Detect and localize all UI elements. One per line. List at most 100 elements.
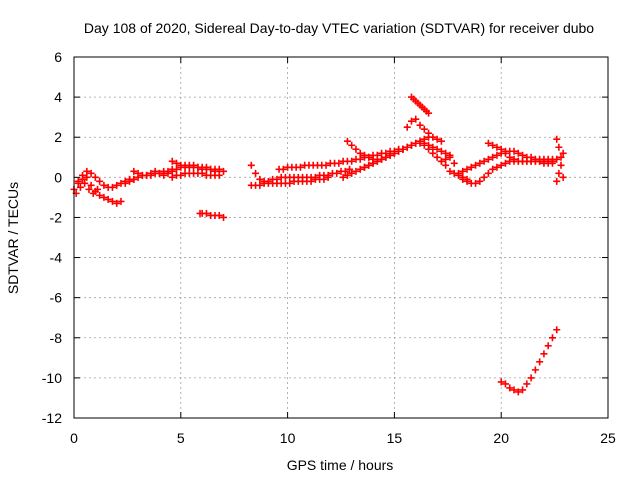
data-point [459,167,467,175]
data-point [553,177,561,185]
data-point [416,121,424,129]
data-point [369,159,377,167]
data-point [286,179,294,187]
data-point [113,199,121,207]
data-point [442,149,450,157]
data-point [407,117,415,125]
data-point [472,161,480,169]
data-point [220,167,228,175]
data-point [399,145,407,153]
data-point [501,380,509,388]
data-point [256,181,264,189]
x-tick-label: 5 [177,430,185,446]
y-tick-label: -2 [50,209,63,225]
data-point [173,159,181,167]
data-point [322,161,330,169]
data-point [74,177,82,185]
data-point [497,378,505,386]
data-point [173,165,181,173]
data-point [252,169,260,177]
data-point [425,145,433,153]
series-arc-22 [553,149,567,185]
data-point [373,151,381,159]
data-point [83,173,91,181]
data-point [352,167,360,175]
data-point [497,161,505,169]
tick-layer: 0 5 10 15 20 25 -12 -10 -8 -6 -4 -2 0 2 4 6 [42,49,616,446]
data-point [555,143,563,151]
data-point [356,149,364,157]
data-point [536,358,544,366]
x-tick-label: 0 [70,430,78,446]
data-point [108,183,116,191]
data-point [506,384,514,392]
data-point [437,137,445,145]
data-point [540,350,548,358]
data-point [484,169,492,177]
series-arc-7 [168,169,223,181]
data-point [348,141,356,149]
data-point [155,169,163,177]
data-point [279,165,287,173]
data-point [514,388,522,396]
data-point [130,167,138,175]
x-tick-label: 10 [280,430,296,446]
data-point [548,334,556,342]
data-point [407,141,415,149]
data-point [346,165,354,173]
data-point [378,155,386,163]
data-point [484,139,492,147]
data-point [480,173,488,181]
data-point [247,161,255,169]
data-point [339,173,347,181]
data-point [89,189,97,197]
data-point [559,149,567,157]
data-point [104,195,112,203]
data-point [437,157,445,165]
data-point [168,173,176,181]
data-point [81,179,89,187]
data-point [343,171,351,179]
data-point [489,153,497,161]
data-point [117,197,125,205]
data-point [442,155,450,163]
y-tick-label: 4 [54,89,62,105]
data-point [489,165,497,173]
data-point [493,151,501,159]
data-point [190,161,198,169]
data-point [510,155,518,163]
data-point [472,179,480,187]
series-arc-13 [343,137,377,163]
series-arc-23 [497,326,561,396]
data-point [476,159,484,167]
data-point [76,183,84,191]
data-point [514,149,522,157]
data-point [93,185,101,193]
data-point [373,157,381,165]
data-point [446,167,454,175]
data-point [403,123,411,131]
data-point [463,177,471,185]
data-point [548,157,556,165]
data-point [121,179,129,187]
data-point [341,167,349,175]
data-point [356,155,364,163]
data-point [489,141,497,149]
data-point [555,169,563,177]
data-point [143,171,151,179]
data-point [177,171,185,179]
data-point [130,175,138,183]
series-arc-14 [360,139,454,171]
series-arc-10 [247,173,332,189]
series-arc-3 [72,179,101,197]
series-arc-20 [484,139,556,165]
data-point [493,143,501,151]
data-point [437,147,445,155]
data-point [559,173,567,181]
y-tick-label: -8 [50,330,63,346]
data-point [164,169,172,177]
data-point [215,165,223,173]
data-point [476,177,484,185]
